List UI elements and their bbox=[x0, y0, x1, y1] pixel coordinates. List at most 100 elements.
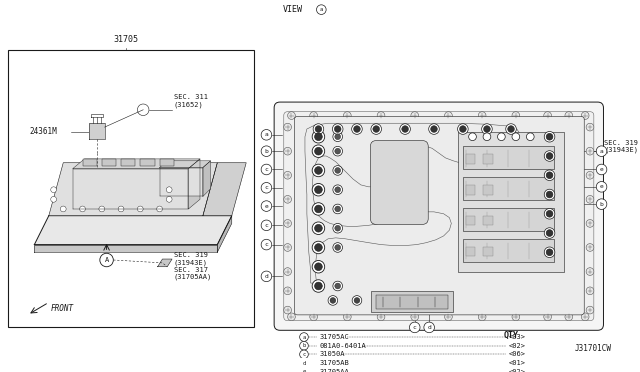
Circle shape bbox=[335, 225, 340, 231]
Circle shape bbox=[344, 313, 351, 321]
Text: SEC. 319
(31943E): SEC. 319 (31943E) bbox=[604, 140, 639, 153]
Circle shape bbox=[344, 112, 351, 119]
Circle shape bbox=[378, 298, 384, 303]
Text: <01>: <01> bbox=[509, 360, 526, 366]
Polygon shape bbox=[73, 159, 200, 169]
Text: 31705AA: 31705AA bbox=[319, 369, 349, 372]
Circle shape bbox=[284, 306, 291, 314]
Polygon shape bbox=[203, 161, 211, 196]
Circle shape bbox=[312, 260, 324, 273]
Circle shape bbox=[328, 296, 338, 305]
Text: SEC. 317
(31705AA): SEC. 317 (31705AA) bbox=[174, 267, 212, 280]
Circle shape bbox=[312, 164, 324, 177]
Polygon shape bbox=[157, 259, 172, 267]
Circle shape bbox=[371, 124, 381, 134]
Circle shape bbox=[546, 230, 553, 236]
Circle shape bbox=[315, 205, 323, 213]
Circle shape bbox=[335, 167, 340, 173]
Bar bbox=[466, 154, 476, 164]
Circle shape bbox=[315, 186, 323, 193]
Circle shape bbox=[512, 133, 520, 141]
Circle shape bbox=[300, 368, 308, 372]
Circle shape bbox=[51, 196, 56, 202]
Circle shape bbox=[351, 124, 362, 134]
Circle shape bbox=[60, 206, 66, 212]
Text: VIEW: VIEW bbox=[283, 5, 303, 14]
Circle shape bbox=[436, 298, 442, 303]
Circle shape bbox=[332, 124, 343, 134]
Polygon shape bbox=[73, 169, 188, 209]
Circle shape bbox=[333, 224, 342, 233]
Bar bbox=[8, 50, 254, 327]
Circle shape bbox=[596, 182, 607, 192]
Circle shape bbox=[586, 244, 594, 251]
Circle shape bbox=[586, 171, 594, 179]
Bar bbox=[483, 216, 493, 225]
FancyBboxPatch shape bbox=[284, 112, 594, 321]
Text: a: a bbox=[600, 149, 604, 154]
Circle shape bbox=[544, 170, 555, 180]
Circle shape bbox=[100, 253, 113, 267]
Circle shape bbox=[315, 244, 323, 251]
Bar bbox=[483, 247, 493, 256]
Circle shape bbox=[300, 333, 308, 341]
Bar bbox=[458, 132, 564, 272]
Circle shape bbox=[376, 296, 386, 305]
Text: 31050A: 31050A bbox=[319, 352, 345, 357]
Polygon shape bbox=[35, 245, 218, 252]
Text: <06>: <06> bbox=[509, 352, 526, 357]
Circle shape bbox=[431, 126, 437, 132]
Circle shape bbox=[478, 313, 486, 321]
Circle shape bbox=[596, 164, 607, 175]
Text: A: A bbox=[104, 257, 109, 263]
Circle shape bbox=[287, 112, 295, 119]
Text: c: c bbox=[264, 185, 268, 190]
Circle shape bbox=[333, 146, 342, 156]
Polygon shape bbox=[188, 159, 200, 209]
Circle shape bbox=[312, 203, 324, 215]
Circle shape bbox=[312, 241, 324, 254]
Circle shape bbox=[333, 281, 342, 291]
Circle shape bbox=[512, 112, 520, 119]
Bar bbox=[463, 208, 554, 231]
Text: c: c bbox=[302, 352, 306, 357]
Circle shape bbox=[411, 313, 419, 321]
Circle shape bbox=[565, 112, 573, 119]
Text: b: b bbox=[302, 343, 306, 348]
Bar bbox=[376, 295, 449, 309]
Circle shape bbox=[335, 148, 340, 154]
Circle shape bbox=[312, 222, 324, 234]
Text: d: d bbox=[428, 325, 431, 330]
Bar bbox=[140, 159, 155, 166]
Circle shape bbox=[317, 5, 326, 15]
Circle shape bbox=[596, 199, 607, 209]
Circle shape bbox=[544, 208, 555, 219]
Circle shape bbox=[424, 322, 435, 333]
Polygon shape bbox=[35, 216, 232, 245]
Bar bbox=[466, 247, 476, 256]
Circle shape bbox=[544, 151, 555, 161]
Circle shape bbox=[166, 196, 172, 202]
Polygon shape bbox=[49, 163, 218, 216]
Circle shape bbox=[544, 228, 555, 238]
Circle shape bbox=[333, 185, 342, 195]
Text: 31705AB: 31705AB bbox=[319, 360, 349, 366]
Circle shape bbox=[157, 206, 163, 212]
Text: b: b bbox=[600, 202, 604, 207]
Text: c: c bbox=[264, 223, 268, 228]
Circle shape bbox=[334, 126, 341, 132]
Circle shape bbox=[527, 133, 534, 141]
Circle shape bbox=[402, 126, 408, 132]
Circle shape bbox=[313, 124, 324, 134]
Text: d: d bbox=[264, 274, 268, 279]
Circle shape bbox=[261, 271, 272, 282]
Text: 24361M: 24361M bbox=[29, 128, 58, 137]
Circle shape bbox=[51, 187, 56, 193]
Polygon shape bbox=[203, 163, 246, 216]
Circle shape bbox=[544, 112, 552, 119]
Circle shape bbox=[546, 153, 553, 159]
Circle shape bbox=[312, 145, 324, 157]
Circle shape bbox=[287, 313, 295, 321]
Circle shape bbox=[335, 206, 340, 212]
Bar bbox=[466, 216, 476, 225]
